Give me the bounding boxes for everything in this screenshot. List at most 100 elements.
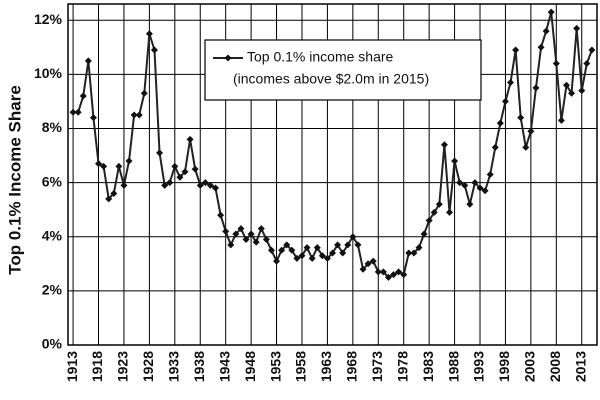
marker <box>247 230 255 238</box>
y-tick-label: 12% <box>34 11 63 27</box>
x-tick-label: 2013 <box>572 351 588 382</box>
marker <box>420 230 428 238</box>
marker <box>369 257 377 265</box>
y-tick-label: 6% <box>42 173 63 189</box>
x-tick-label: 1968 <box>344 351 360 382</box>
marker <box>440 141 448 149</box>
marker <box>161 181 169 189</box>
marker <box>568 89 576 97</box>
marker <box>334 241 342 249</box>
marker <box>166 179 174 187</box>
marker <box>471 179 479 187</box>
marker <box>95 160 103 168</box>
marker <box>415 244 423 252</box>
legend: Top 0.1% income share (incomes above $2.0… <box>204 39 482 101</box>
marker <box>496 119 504 127</box>
marker <box>196 181 204 189</box>
x-tick-label: 1913 <box>64 351 80 382</box>
marker <box>435 200 443 208</box>
marker <box>252 238 260 246</box>
y-axis-label: Top 0.1% Income Share <box>5 85 24 275</box>
marker <box>278 246 286 254</box>
marker <box>390 271 398 279</box>
marker <box>405 249 413 257</box>
marker <box>115 162 123 170</box>
marker <box>206 181 214 189</box>
marker <box>79 92 87 100</box>
marker <box>69 108 77 116</box>
marker <box>588 46 596 54</box>
marker <box>425 217 433 225</box>
marker <box>267 246 275 254</box>
marker <box>120 181 128 189</box>
marker <box>145 30 153 38</box>
marker <box>512 46 520 54</box>
marker <box>130 111 138 119</box>
x-tick-label: 1983 <box>420 351 436 382</box>
legend-box <box>204 39 482 101</box>
marker <box>171 162 179 170</box>
marker <box>517 114 525 122</box>
marker <box>237 225 245 233</box>
marker <box>313 244 321 252</box>
marker <box>283 241 291 249</box>
marker <box>562 81 570 89</box>
legend-label: Top 0.1% income share <box>247 49 394 65</box>
x-tick-label: 1948 <box>242 351 258 382</box>
marker <box>74 108 82 116</box>
marker <box>476 184 484 192</box>
y-tick-label: 4% <box>42 227 63 243</box>
marker <box>308 254 316 262</box>
marker <box>445 208 453 216</box>
x-tick-label: 1953 <box>267 351 283 382</box>
marker <box>395 268 403 276</box>
marker <box>191 165 199 173</box>
marker <box>354 241 362 249</box>
marker <box>293 254 301 262</box>
marker <box>552 60 560 68</box>
marker <box>527 127 535 135</box>
y-tick-label: 10% <box>34 65 63 81</box>
x-tick-label: 1918 <box>89 351 105 382</box>
marker <box>466 200 474 208</box>
marker <box>573 24 581 32</box>
marker <box>110 189 118 197</box>
legend-note: (incomes above $2.0m in 2015) <box>233 71 429 87</box>
marker <box>84 57 92 65</box>
marker <box>135 111 143 119</box>
x-tick-label: 1938 <box>191 351 207 382</box>
x-tick-label: 1988 <box>445 351 461 382</box>
marker <box>257 225 265 233</box>
marker <box>329 249 336 257</box>
marker <box>491 143 499 151</box>
x-tick-label: 1933 <box>166 351 182 382</box>
marker <box>374 268 382 276</box>
marker <box>430 208 438 216</box>
marker <box>323 254 331 262</box>
x-tick-label: 2008 <box>547 351 563 382</box>
marker <box>227 241 235 249</box>
marker <box>176 173 184 181</box>
marker <box>501 97 509 105</box>
marker <box>201 179 209 187</box>
marker <box>456 179 464 187</box>
marker <box>242 235 250 243</box>
marker <box>212 184 220 192</box>
marker <box>273 257 281 265</box>
marker <box>578 87 586 95</box>
marker <box>298 252 306 260</box>
marker <box>232 230 240 238</box>
marker <box>522 143 530 151</box>
marker <box>89 114 97 122</box>
x-tick-label: 1993 <box>471 351 487 382</box>
marker <box>100 162 108 170</box>
marker <box>105 195 113 203</box>
marker <box>156 149 164 157</box>
marker <box>547 8 555 16</box>
marker <box>532 84 540 92</box>
marker <box>344 241 352 249</box>
x-tick-label: 1958 <box>293 351 309 382</box>
marker <box>557 116 565 124</box>
marker <box>150 46 158 54</box>
